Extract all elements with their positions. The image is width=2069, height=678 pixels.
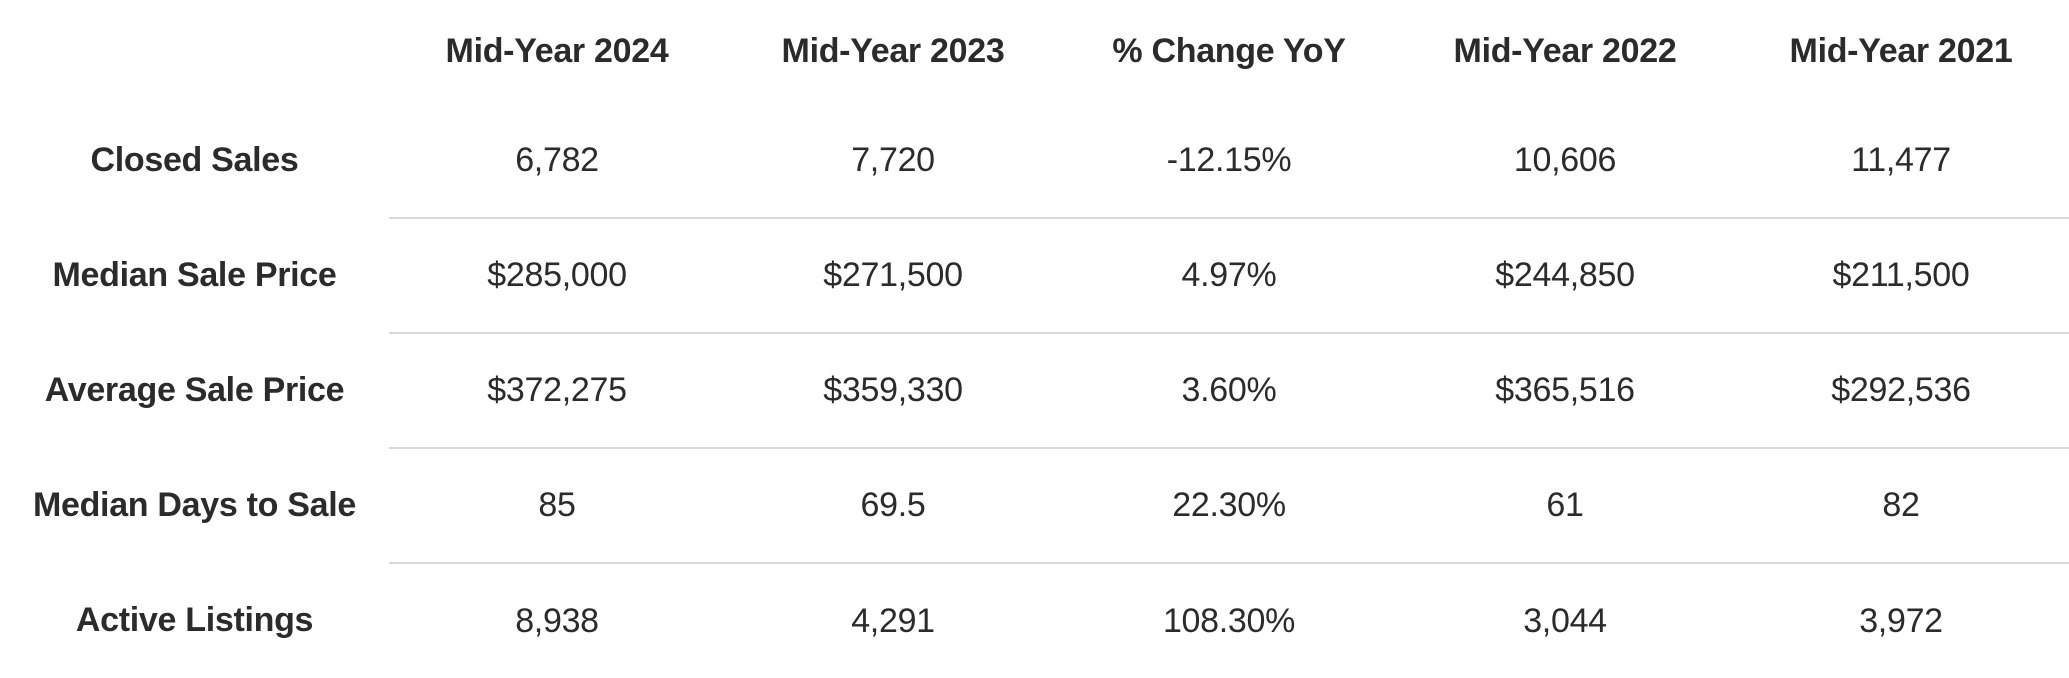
column-header: Mid-Year 2021	[1789, 32, 2013, 70]
data-cell: $285,000	[389, 218, 725, 334]
data-cell: 6,782	[389, 103, 725, 219]
data-cell: -12.15%	[1061, 103, 1397, 219]
row-label: Median Sale Price	[52, 256, 337, 294]
data-cell: 4,291	[851, 601, 935, 640]
table-row: Average Sale Price $372,275 $359,330 3.60% $…	[0, 333, 2069, 449]
column-header: Mid-Year 2023	[781, 32, 1005, 70]
header-row: Mid-Year 2024 Mid-Year 2023 % Change YoY Mi…	[0, 0, 2069, 103]
data-cell: $271,500	[725, 218, 1061, 334]
data-cell: $211,500	[1733, 218, 2069, 334]
data-cell: $372,275	[389, 333, 725, 449]
data-cell: $365,516	[1397, 333, 1733, 449]
data-cell: 11,477	[1733, 103, 2069, 219]
column-header: Mid-Year 2022	[1453, 32, 1677, 70]
table-row: Active Listings 8,938 4,291 108.30% 3,044 3,9…	[0, 563, 2069, 678]
row-label: Average Sale Price	[44, 371, 345, 409]
data-cell: 3,044	[1523, 601, 1607, 640]
data-cell: 61	[1397, 448, 1733, 564]
column-header: % Change YoY	[1112, 32, 1346, 70]
data-cell: 3.60%	[1061, 333, 1397, 449]
data-cell: 85	[389, 448, 725, 564]
table-row: Median Sale Price $285,000 $271,500 4.97% $2…	[0, 218, 2069, 334]
data-cell: 8,938	[515, 601, 599, 640]
corner-cell	[0, 0, 389, 103]
data-cell: 82	[1733, 448, 2069, 564]
data-cell: $292,536	[1733, 333, 2069, 449]
data-cell: $359,330	[725, 333, 1061, 449]
data-cell: 22.30%	[1061, 448, 1397, 564]
data-cell: 10,606	[1397, 103, 1733, 219]
data-cell: 4.97%	[1061, 218, 1397, 334]
data-cell: 108.30%	[1162, 601, 1296, 640]
column-header: Mid-Year 2024	[445, 32, 669, 70]
row-label: Closed Sales	[90, 141, 299, 179]
data-cell: $244,850	[1397, 218, 1733, 334]
table-row: Median Days to Sale 85 69.5 22.30% 61 82	[0, 448, 2069, 564]
row-label: Active Listings	[75, 601, 314, 639]
row-label: Median Days to Sale	[32, 486, 357, 524]
data-cell: 7,720	[725, 103, 1061, 219]
table-row: Closed Sales 6,782 7,720 -12.15% 10,606 11,47…	[0, 103, 2069, 219]
data-cell: 3,972	[1859, 601, 1943, 640]
data-cell: 69.5	[725, 448, 1061, 564]
